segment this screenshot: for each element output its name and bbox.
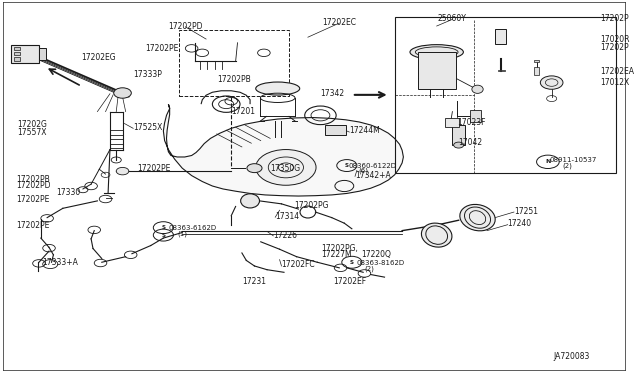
Text: 17220Q: 17220Q: [362, 250, 391, 259]
Text: 08363-8162D: 08363-8162D: [357, 260, 405, 266]
Text: JA720083: JA720083: [553, 352, 589, 361]
Text: 17202PE: 17202PE: [137, 164, 170, 173]
Text: 17202PE: 17202PE: [146, 44, 179, 53]
Text: (1): (1): [177, 230, 187, 237]
Text: S: S: [345, 163, 349, 168]
Ellipse shape: [460, 205, 495, 231]
Bar: [499, 70, 504, 71]
Circle shape: [256, 150, 316, 185]
Ellipse shape: [241, 194, 259, 208]
Text: (6): (6): [358, 168, 368, 174]
Bar: [452, 125, 465, 145]
Text: 17202FC: 17202FC: [282, 260, 315, 269]
Text: 17240: 17240: [508, 219, 532, 228]
Bar: [179, 30, 289, 96]
Bar: [326, 125, 346, 135]
Circle shape: [247, 164, 262, 173]
Text: 17202EA: 17202EA: [600, 67, 634, 76]
Text: 17202PB: 17202PB: [16, 175, 49, 184]
Circle shape: [540, 76, 563, 89]
Text: 17557X: 17557X: [17, 128, 47, 137]
Text: 17012X: 17012X: [600, 78, 629, 87]
Text: 17227M: 17227M: [322, 250, 353, 259]
Text: 17333+A: 17333+A: [42, 258, 77, 267]
Text: 25060Y: 25060Y: [438, 14, 467, 23]
Bar: [495, 29, 506, 44]
Text: 17350G: 17350G: [270, 164, 300, 173]
Text: 17020R: 17020R: [600, 35, 630, 44]
Text: 17244M: 17244M: [349, 126, 380, 135]
Circle shape: [454, 142, 464, 148]
Bar: [39, 48, 47, 60]
Text: 17202PE: 17202PE: [16, 221, 49, 230]
Bar: [418, 52, 456, 89]
Text: (2): (2): [563, 162, 572, 169]
Text: 17202PD: 17202PD: [16, 181, 50, 190]
Text: 17202EC: 17202EC: [323, 18, 356, 27]
Polygon shape: [163, 104, 403, 196]
Text: 17231: 17231: [242, 278, 266, 286]
Text: 17251: 17251: [514, 207, 538, 216]
Text: 17202PD: 17202PD: [168, 22, 203, 31]
Text: 17202G: 17202G: [17, 120, 47, 129]
Text: 17314: 17314: [275, 212, 300, 221]
Bar: [395, 17, 616, 173]
Text: 17202P: 17202P: [600, 43, 628, 52]
Text: 17342: 17342: [321, 89, 344, 97]
Text: S: S: [350, 260, 354, 265]
Text: 17342+A: 17342+A: [355, 171, 391, 180]
Text: 17202EG: 17202EG: [82, 53, 116, 62]
Text: 08363-6162D: 08363-6162D: [168, 225, 216, 231]
Text: 17202PE: 17202PE: [16, 195, 49, 203]
Text: S: S: [161, 225, 165, 230]
Bar: [14, 46, 20, 50]
Ellipse shape: [472, 85, 483, 93]
Text: 17023F: 17023F: [458, 118, 486, 126]
Text: S: S: [161, 232, 165, 238]
Text: 17202EF: 17202EF: [333, 278, 366, 286]
Text: 17330: 17330: [56, 188, 81, 197]
Text: 17201: 17201: [231, 107, 255, 116]
Bar: [12, 45, 39, 63]
Bar: [445, 118, 459, 127]
Bar: [534, 67, 539, 75]
Text: 17525X: 17525X: [133, 123, 163, 132]
Text: 17202P: 17202P: [600, 14, 628, 23]
Text: 17226: 17226: [273, 231, 298, 240]
Ellipse shape: [410, 45, 463, 60]
Bar: [534, 60, 539, 62]
Text: N: N: [545, 159, 550, 164]
Text: (2): (2): [364, 265, 374, 272]
Text: 17202PG,: 17202PG,: [322, 244, 358, 253]
Ellipse shape: [256, 82, 300, 95]
Text: 17333P: 17333P: [133, 70, 162, 79]
Circle shape: [116, 167, 129, 175]
Bar: [14, 57, 20, 61]
Text: 17042: 17042: [459, 138, 483, 147]
Text: 17202PG: 17202PG: [294, 201, 328, 210]
Bar: [14, 52, 20, 55]
Circle shape: [114, 88, 131, 98]
Text: 17202PB: 17202PB: [217, 76, 250, 84]
Ellipse shape: [421, 223, 452, 247]
Bar: [470, 110, 481, 122]
Text: 08911-10537: 08911-10537: [550, 157, 597, 163]
Text: 08360-6122D: 08360-6122D: [349, 163, 397, 169]
